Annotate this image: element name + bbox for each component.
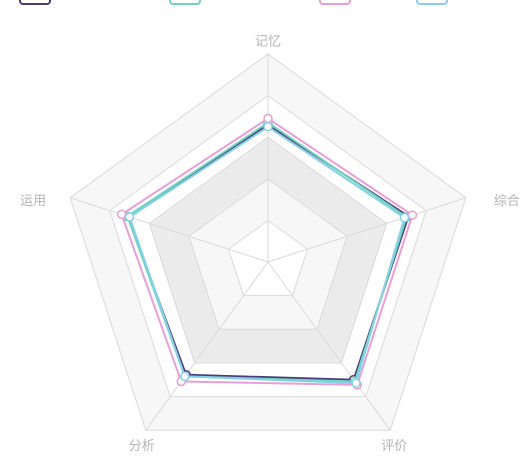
indicator-label-3: 评价 [381,439,407,454]
axis-spoke-5 [70,197,269,263]
series-3-point-2 [407,210,418,220]
axis-spoke-4 [145,261,269,431]
axis-spokes [70,54,466,431]
series-4-point-1 [263,122,273,132]
axis-spoke-2 [267,197,466,263]
series-group [116,113,418,390]
legend-swatch-4 [416,0,448,5]
legend-swatch-3 [319,0,351,5]
series-4-point-3 [351,378,361,388]
axis-spoke-3 [267,261,391,431]
series-4-point-4 [180,371,190,382]
indicator-label-4: 分析 [129,439,155,454]
legend [19,0,448,5]
series-4-point-2 [399,212,410,223]
indicator-label-1: 记忆 [255,34,281,50]
series-3-point-5 [116,209,127,220]
indicator-label-2: 综合 [494,194,520,209]
legend-swatch-1 [19,0,51,5]
series-line-3 [120,117,414,386]
series-line-4 [128,125,406,385]
series-3-point-1 [263,113,273,124]
series-4-point-5 [124,212,135,222]
indicator-label-5: 运用 [20,194,46,209]
legend-swatch-2 [169,0,201,5]
